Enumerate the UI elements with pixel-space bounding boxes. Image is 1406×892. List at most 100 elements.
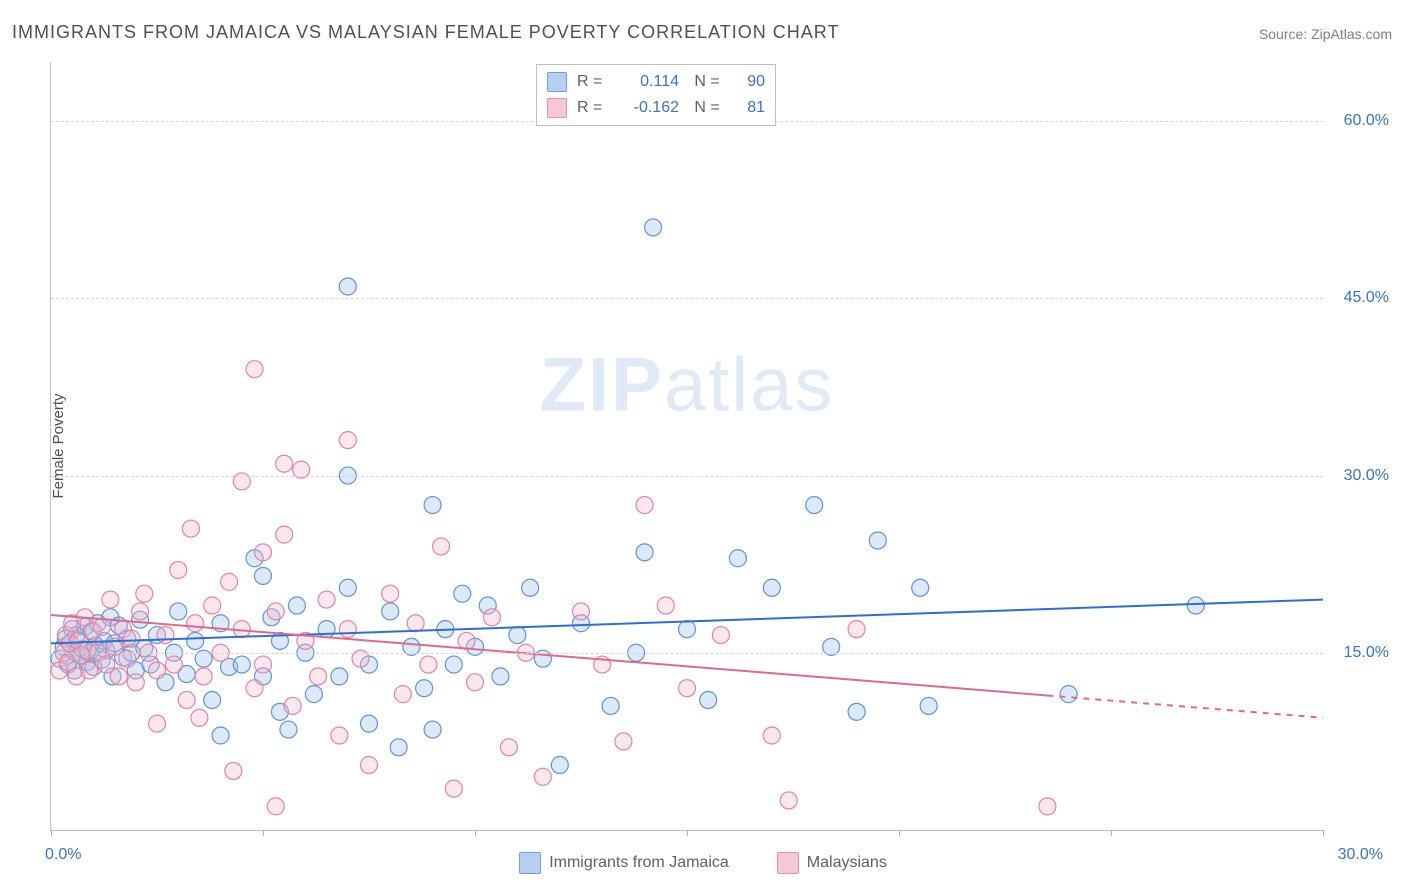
data-point (712, 627, 729, 644)
data-point (267, 798, 284, 815)
data-point (763, 579, 780, 596)
legend-swatch (547, 72, 567, 92)
trend-line-extrapolated (1047, 695, 1323, 717)
y-tick-label: 15.0% (1344, 644, 1389, 662)
data-point (157, 627, 174, 644)
data-point (729, 550, 746, 567)
series-legend: Immigrants from Jamaica Malaysians (0, 852, 1406, 874)
data-point (93, 618, 110, 635)
data-point (458, 632, 475, 649)
plot-svg (51, 62, 1323, 830)
data-point (288, 597, 305, 614)
data-point (390, 739, 407, 756)
data-point (424, 721, 441, 738)
data-point (445, 656, 462, 673)
gridline (51, 298, 1323, 299)
data-point (551, 757, 568, 774)
data-point (136, 585, 153, 602)
data-point (416, 680, 433, 697)
data-point (339, 278, 356, 295)
chart-title: IMMIGRANTS FROM JAMAICA VS MALAYSIAN FEM… (12, 22, 839, 43)
r-value: 0.114 (623, 73, 679, 91)
source-prefix: Source: (1259, 26, 1311, 42)
data-point (645, 219, 662, 236)
data-point (500, 739, 517, 756)
gridline (51, 476, 1323, 477)
data-point (280, 721, 297, 738)
data-point (182, 520, 199, 537)
data-point (361, 715, 378, 732)
data-point (110, 668, 127, 685)
legend-label: Immigrants from Jamaica (549, 854, 729, 872)
data-point (454, 585, 471, 602)
data-point (212, 727, 229, 744)
data-point (420, 656, 437, 673)
r-value: -0.162 (623, 99, 679, 117)
data-point (331, 668, 348, 685)
legend-item: Malaysians (777, 852, 887, 874)
data-point (331, 727, 348, 744)
data-point (848, 621, 865, 638)
source-attribution: Source: ZipAtlas.com (1259, 26, 1392, 42)
data-point (361, 757, 378, 774)
data-point (339, 621, 356, 638)
data-point (276, 526, 293, 543)
chart-container: IMMIGRANTS FROM JAMAICA VS MALAYSIAN FEM… (0, 0, 1406, 892)
data-point (467, 674, 484, 691)
n-label: N = (689, 99, 725, 117)
y-tick-label: 45.0% (1344, 289, 1389, 307)
data-point (657, 597, 674, 614)
r-label: R = (577, 99, 613, 117)
x-tick (1111, 830, 1112, 836)
y-tick-label: 60.0% (1344, 112, 1389, 130)
legend-swatch (777, 852, 799, 874)
data-point (255, 656, 272, 673)
data-point (920, 697, 937, 714)
x-tick (687, 830, 688, 836)
data-point (284, 697, 301, 714)
data-point (1187, 597, 1204, 614)
data-point (132, 603, 149, 620)
data-point (170, 603, 187, 620)
data-point (310, 668, 327, 685)
data-point (602, 697, 619, 714)
legend-swatch (547, 98, 567, 118)
data-point (318, 591, 335, 608)
legend-swatch (519, 852, 541, 874)
data-point (195, 668, 212, 685)
n-label: N = (689, 73, 725, 91)
data-point (318, 621, 335, 638)
data-point (636, 497, 653, 514)
data-point (573, 603, 590, 620)
data-point (534, 768, 551, 785)
data-point (407, 615, 424, 632)
legend-stat-row: R =0.114N =90 (547, 69, 765, 95)
data-point (339, 432, 356, 449)
legend-label: Malaysians (807, 854, 887, 872)
data-point (679, 621, 696, 638)
data-point (806, 497, 823, 514)
x-tick (475, 830, 476, 836)
source-name: ZipAtlas.com (1311, 26, 1392, 42)
data-point (170, 562, 187, 579)
data-point (780, 792, 797, 809)
data-point (912, 579, 929, 596)
data-point (123, 630, 140, 647)
data-point (305, 686, 322, 703)
data-point (221, 573, 238, 590)
data-point (382, 585, 399, 602)
data-point (127, 674, 144, 691)
gridline (51, 653, 1323, 654)
data-point (679, 680, 696, 697)
n-value: 81 (735, 99, 765, 117)
data-point (204, 692, 221, 709)
x-tick (263, 830, 264, 836)
data-point (636, 544, 653, 561)
data-point (424, 497, 441, 514)
data-point (255, 567, 272, 584)
plot-area: ZIPatlas 15.0%30.0%45.0%60.0%0.0%30.0% (50, 62, 1323, 831)
legend-stat-row: R = -0.162 N = 81 (547, 95, 765, 121)
data-point (276, 455, 293, 472)
data-point (615, 733, 632, 750)
data-point (149, 715, 166, 732)
